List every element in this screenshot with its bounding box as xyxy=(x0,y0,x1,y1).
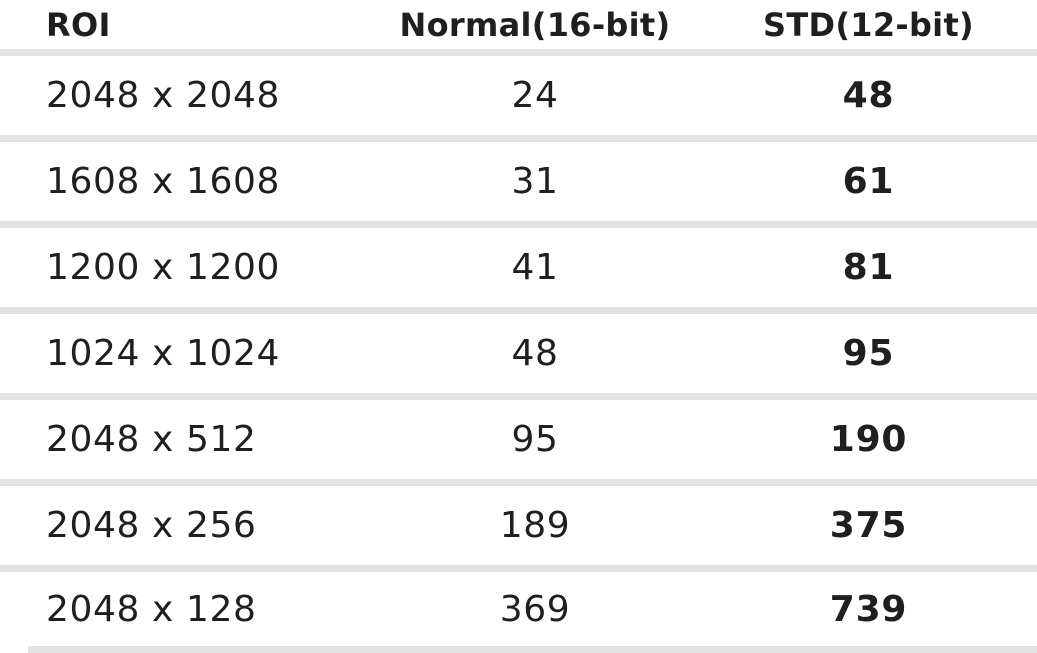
column-header-normal-16bit: Normal(16-bit) xyxy=(399,5,671,44)
normal-value-cell: 31 xyxy=(511,161,559,202)
normal-value-cell: 24 xyxy=(511,75,559,116)
table-row: 2048 x 256 189 375 xyxy=(0,486,1037,572)
column-header-roi: ROI xyxy=(46,5,111,44)
column-header-std-12bit: STD(12-bit) xyxy=(763,5,974,44)
roi-cell: 2048 x 512 xyxy=(46,419,257,460)
table-row: 2048 x 128 369 739 xyxy=(0,572,1037,646)
table-header-row: ROI Normal(16-bit) STD(12-bit) xyxy=(0,0,1037,56)
table-row: 1608 x 1608 31 61 xyxy=(0,142,1037,228)
table-row: 2048 x 2048 24 48 xyxy=(0,56,1037,142)
bottom-divider xyxy=(28,646,1037,653)
roi-cell: 2048 x 128 xyxy=(46,588,257,630)
table-body: 2048 x 2048 24 48 1608 x 1608 31 61 1200… xyxy=(0,56,1037,646)
std-value-cell: 739 xyxy=(829,588,908,630)
normal-value-cell: 189 xyxy=(499,505,571,546)
roi-cell: 1024 x 1024 xyxy=(46,333,281,374)
roi-cell: 1200 x 1200 xyxy=(46,247,281,288)
std-value-cell: 95 xyxy=(842,333,895,374)
normal-value-cell: 41 xyxy=(511,247,559,288)
table-row: 1200 x 1200 41 81 xyxy=(0,228,1037,314)
roi-cell: 2048 x 256 xyxy=(46,505,257,546)
normal-value-cell: 95 xyxy=(511,419,559,460)
std-value-cell: 81 xyxy=(842,247,895,288)
normal-value-cell: 48 xyxy=(511,333,559,374)
std-value-cell: 375 xyxy=(829,505,908,546)
std-value-cell: 190 xyxy=(829,419,908,460)
roi-cell: 1608 x 1608 xyxy=(46,161,281,202)
table-row: 1024 x 1024 48 95 xyxy=(0,314,1037,400)
std-value-cell: 48 xyxy=(842,75,895,116)
normal-value-cell: 369 xyxy=(499,588,571,630)
table-row: 2048 x 512 95 190 xyxy=(0,400,1037,486)
roi-cell: 2048 x 2048 xyxy=(46,75,281,116)
std-value-cell: 61 xyxy=(842,161,895,202)
